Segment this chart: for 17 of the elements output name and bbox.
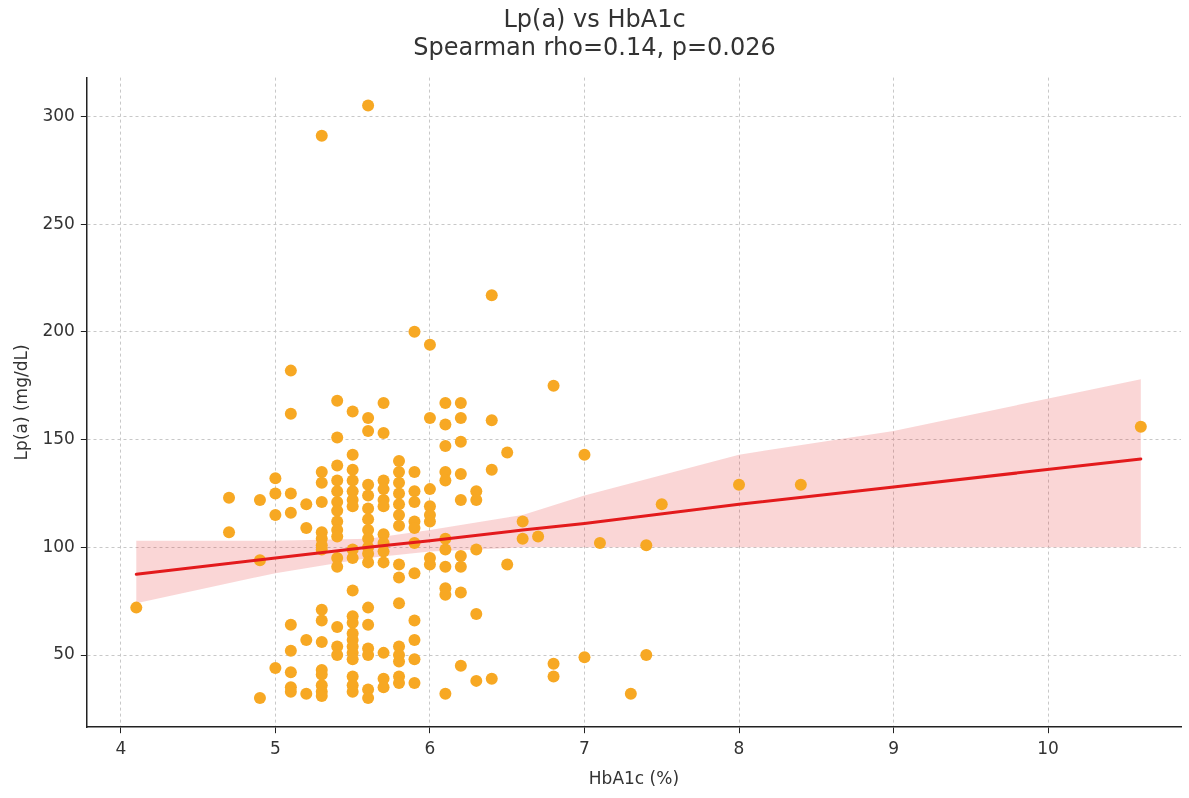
x-tick-label: 9: [888, 737, 899, 758]
y-tick-label: 100: [42, 535, 75, 556]
x-tick-label: 10: [1037, 737, 1059, 758]
y-tick-label: 150: [42, 427, 75, 448]
chart-title: Lp(a) vs HbA1c: [503, 4, 686, 33]
x-tick-label: 7: [579, 737, 590, 758]
y-tick-label: 200: [42, 320, 75, 341]
x-axis-title: HbA1c (%): [588, 768, 680, 789]
x-tick-label: 8: [733, 737, 745, 758]
y-tick-label: 300: [42, 104, 75, 125]
x-tick-label: 4: [115, 737, 127, 758]
x-tick-label: 6: [424, 737, 436, 758]
y-tick-label: 50: [53, 643, 75, 664]
y-tick-label: 250: [42, 212, 75, 233]
y-axis-title: Lp(a) (mg/dL): [10, 344, 31, 461]
chart-subtitle: Spearman rho=0.14, p=0.026: [413, 33, 776, 62]
x-tick-label: 5: [269, 737, 281, 758]
